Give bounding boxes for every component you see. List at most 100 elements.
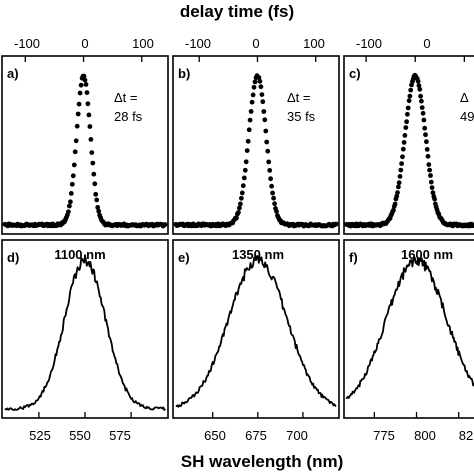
panel-b-data-point — [263, 128, 269, 134]
bottom-tick-label-f-1: 775 — [373, 428, 395, 443]
bottom-tick-label-e-3: 700 — [286, 428, 308, 443]
bottom-tick-label-d-2: 550 — [69, 428, 91, 443]
panel-c-dt-line2: 49 — [460, 109, 474, 124]
panel-c-data-point — [405, 111, 410, 117]
panel-c-data-point — [404, 119, 409, 125]
bottom-tick-label-f-3: 82 — [459, 428, 473, 443]
top-tick-label-c-0: 0 — [423, 36, 430, 51]
panel-d-spectrum-line — [4, 254, 166, 411]
panel-b-data-point — [244, 148, 250, 154]
panel-b-data-point — [239, 195, 244, 201]
panel-c-data-point — [402, 133, 408, 138]
panel-b-data-point — [260, 99, 266, 105]
panel-a-label: a) — [7, 66, 19, 81]
panel-b-data-point — [246, 127, 252, 133]
panel-a-frame — [1, 55, 169, 235]
panel-b-data-point — [262, 117, 268, 123]
panel-b-data-point — [234, 215, 239, 221]
panel-b-data-point — [256, 75, 262, 80]
panel-a-data-point — [90, 160, 96, 166]
panel-a-data-point — [68, 199, 73, 205]
panel-b-data-point — [258, 84, 264, 90]
panel-b-data-point — [257, 78, 263, 84]
panel-c-data-point — [425, 153, 431, 159]
panel-b-data-point — [266, 159, 272, 165]
panel-c-data-point — [422, 125, 428, 131]
top-tick-label-a-100: 100 — [132, 36, 154, 51]
panel-c-data-point — [419, 105, 425, 110]
panel-a-dt-line1: Δt = — [114, 90, 138, 105]
panel-c-data-point — [398, 167, 404, 173]
panel-c-data-point — [415, 78, 421, 84]
panel-a-data-point — [70, 173, 76, 179]
panel-c-data-point — [408, 87, 414, 93]
panel-c-data-point — [399, 161, 404, 167]
panel-a-data-point — [74, 123, 80, 129]
panel-c-data-point — [428, 179, 434, 185]
panel-b-data-point — [245, 138, 251, 144]
panel-a-data-point — [71, 162, 77, 168]
panel-a-data-point — [162, 222, 168, 227]
panel-a-data-point — [96, 208, 102, 214]
panel-c-data-point — [432, 196, 437, 202]
top-tick-label-c-minus100: -100 — [356, 36, 382, 51]
panel-b-label: b) — [178, 66, 190, 81]
panel-a-data-point — [66, 209, 71, 215]
panel-e-label: e) — [178, 250, 190, 265]
panel-c-data-point — [391, 207, 396, 213]
panel-c-data-point — [419, 98, 424, 104]
panel-a-data-point — [94, 197, 100, 203]
panel-b-data-point — [238, 201, 243, 207]
panel-a-data-point — [82, 77, 88, 83]
panel-c-data-point — [416, 83, 422, 88]
panel-a-data-point — [93, 191, 99, 197]
bottom-tick-label-e-2: 675 — [245, 428, 267, 443]
panel-c-frame — [343, 55, 474, 235]
panel-b-data-point — [333, 221, 339, 227]
panel-c-data-point — [427, 167, 432, 173]
panel-b-data-point — [249, 99, 255, 105]
panel-b-data-point — [268, 176, 273, 182]
panel-a-data-point — [69, 181, 75, 187]
panel-c-label: c) — [349, 66, 361, 81]
panel-b-data-point — [271, 195, 276, 201]
bottom-tick-label-f-2: 800 — [414, 428, 436, 443]
panel-b-data-point — [247, 117, 253, 123]
panel-b-data-point — [265, 148, 271, 154]
top-tick-label-b-100: 100 — [303, 36, 325, 51]
panel-c-data-point — [428, 173, 433, 178]
panel-c-data-point — [418, 93, 423, 99]
panel-f-spectrum-line — [345, 256, 474, 400]
panel-d-title: 1100 nm — [54, 247, 105, 262]
panel-b-data-point — [252, 79, 258, 85]
panel-e-spectrum-line — [175, 255, 337, 408]
panel-a-data-point — [76, 101, 82, 107]
top-tick-label-a-0: 0 — [81, 36, 88, 51]
panel-c-data-point — [396, 184, 401, 190]
panel-a-data-point — [92, 181, 98, 187]
panel-e-frame — [172, 239, 340, 419]
panel-c-data-point — [396, 180, 402, 186]
panel-a-data-point — [73, 138, 79, 144]
panel-c-data-point — [405, 105, 411, 111]
chart-marks — [2, 56, 474, 418]
panel-c-data-point — [423, 132, 428, 138]
panel-a-data-point — [87, 124, 93, 129]
panel-c-data-point — [426, 162, 432, 168]
panel-a-data-point — [89, 150, 95, 156]
panel-b-data-point — [261, 109, 267, 114]
panel-a-data-point — [91, 171, 97, 177]
panel-c-data-point — [424, 139, 429, 145]
panel-c-data-point — [392, 201, 398, 207]
panel-b-data-point — [270, 190, 275, 196]
top-tick-label-b-0: 0 — [252, 36, 259, 51]
panel-a-data-point — [77, 90, 83, 96]
panel-c-data-point — [397, 174, 403, 179]
panel-d-label: d) — [7, 250, 19, 265]
panel-a-data-point — [95, 205, 101, 210]
panel-a-data-point — [85, 101, 91, 107]
panel-d-frame — [1, 239, 169, 419]
bottom-axis-title: SH wavelength (nm) — [181, 452, 343, 471]
panel-c-data-point — [430, 190, 436, 196]
panel-b-data-point — [239, 190, 245, 196]
